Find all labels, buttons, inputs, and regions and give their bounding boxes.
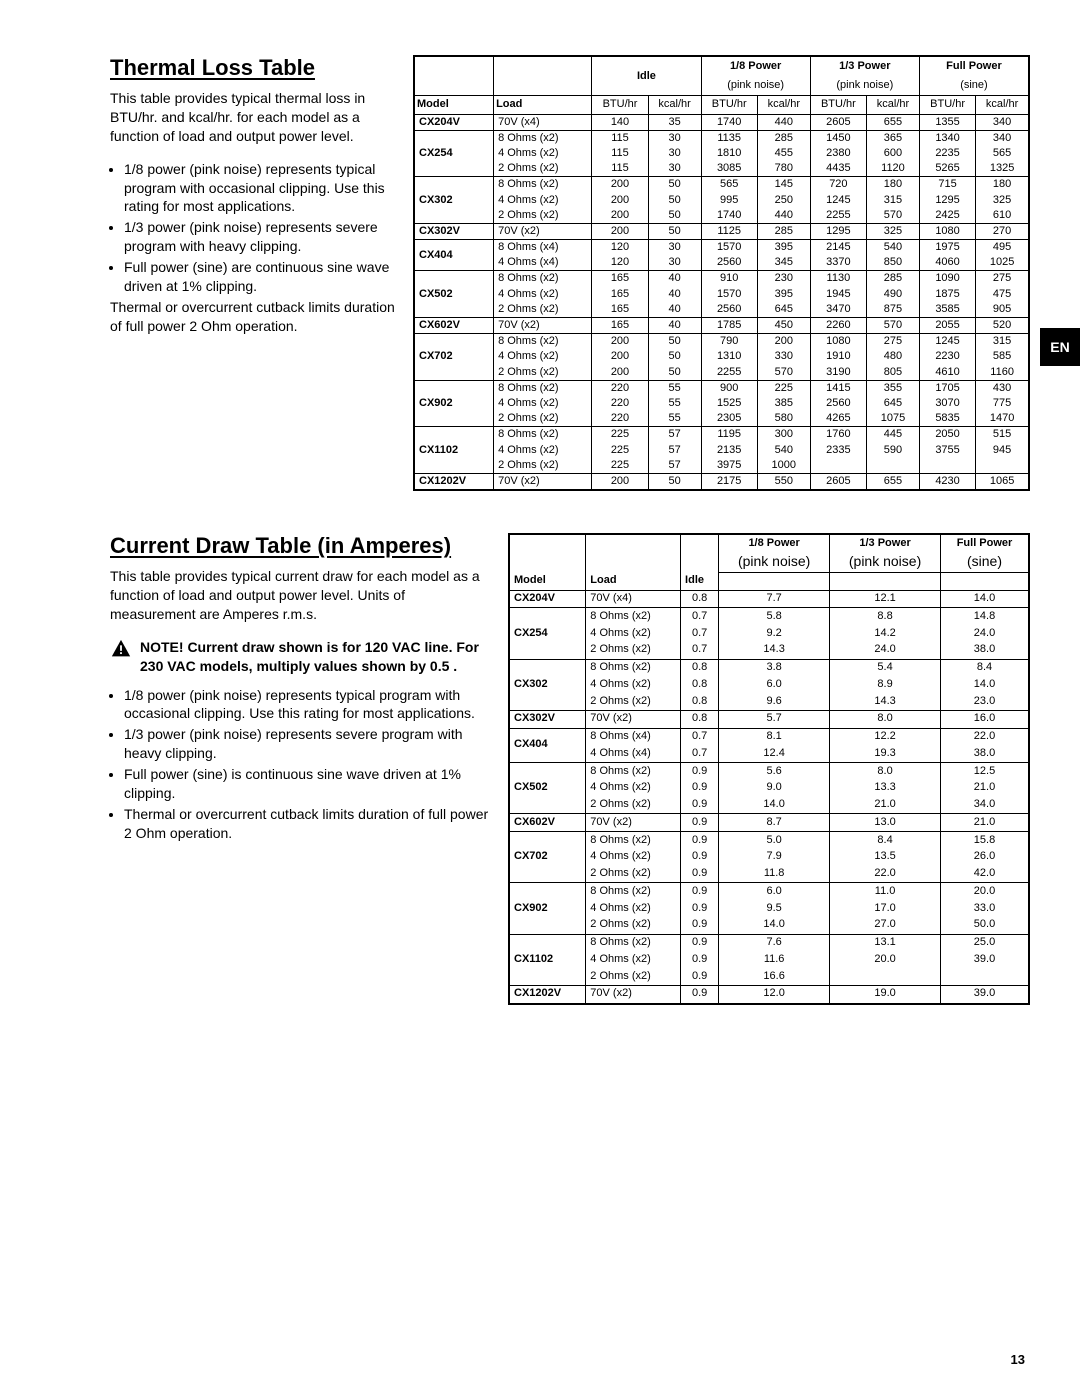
table-row: 4 Ohms (x2)22557213554023355903755945 [415,443,1028,458]
table-row: 2 Ohms (x2)2205523055804265107558351470 [415,411,1028,427]
current-note-text: NOTE! Current draw shown is for 120 VAC … [140,638,490,676]
table-row: CX5028 Ohms (x2)0.95.68.012.5 [510,763,1028,780]
bullet-item: Thermal or overcurrent cutback limits du… [124,805,490,843]
table-row: 4 Ohms (x2)0.99.517.033.0 [510,900,1028,917]
table-row: CX204V70V (x4)14035174044026056551355340 [415,114,1028,130]
current-table-wrap: 1/8 Power 1/3 Power Full Power (pink noi… [508,533,1030,1005]
table-row: CX7028 Ohms (x2)0.95.08.415.8 [510,832,1028,849]
table-row: 2 Ohms (x2)0.911.822.042.0 [510,866,1028,883]
table-row: 2 Ohms (x2)0.914.021.034.0 [510,797,1028,814]
table-row: 4 Ohms (x2)0.911.620.039.0 [510,951,1028,968]
bullet-item: 1/3 power (pink noise) represents severe… [124,725,490,763]
table-row: 4 Ohms (x4)120302560345337085040601025 [415,255,1028,271]
table-row: 4 Ohms (x2)20050131033019104802230585 [415,349,1028,364]
c-col-eighth: 1/8 Power [719,535,830,552]
table-row: 4 Ohms (x2)0.99.013.321.0 [510,780,1028,797]
thermal-bullets: 1/8 power (pink noise) represents typica… [110,160,395,296]
table-row: 2 Ohms (x2)2255739751000 [415,458,1028,474]
table-row: CX5028 Ohms (x2)165409102301130285109027… [415,271,1028,287]
table-row: 4 Ohms (x2)0.79.214.224.0 [510,625,1028,642]
table-row: CX3028 Ohms (x2)0.83.85.48.4 [510,659,1028,676]
table-row: CX7028 Ohms (x2)200507902001080275124531… [415,334,1028,350]
table-row: CX602V70V (x2)0.98.713.021.0 [510,814,1028,832]
table-row: CX4048 Ohms (x4)0.78.112.222.0 [510,728,1028,745]
table-row: 4 Ohms (x2)11530181045523806002235565 [415,146,1028,161]
warning-icon [110,638,132,660]
thermal-subnote: Thermal or overcurrent cutback limits du… [110,298,395,336]
page-number: 13 [1011,1352,1025,1367]
bullet-item: 1/3 power (pink noise) represents severe… [124,218,395,256]
table-row: CX302V70V (x2)0.85.78.016.0 [510,710,1028,728]
table-row: CX11028 Ohms (x2)0.97.613.125.0 [510,934,1028,951]
thermal-section: Thermal Loss Table This table provides t… [110,55,1030,491]
bullet-item: 1/8 power (pink noise) represents typica… [124,160,395,217]
thermal-table-wrap: Idle 1/8 Power 1/3 Power Full Power (pin… [413,55,1030,491]
table-row: 2 Ohms (x2)0.916.6 [510,968,1028,985]
col-full: Full Power [919,57,1028,76]
table-row: CX2548 Ohms (x2)115301135285145036513403… [415,130,1028,146]
thermal-table: Idle 1/8 Power 1/3 Power Full Power (pin… [415,57,1028,489]
bullet-item: 1/8 power (pink noise) represents typica… [124,686,490,724]
c-col-third: 1/3 Power [830,535,941,552]
table-row: 2 Ohms (x2)0.89.614.323.0 [510,693,1028,710]
table-row: 2 Ohms (x2)0.714.324.038.0 [510,642,1028,659]
page: EN 13 Thermal Loss Table This table prov… [0,0,1080,1397]
table-row: 4 Ohms (x2)0.97.913.526.0 [510,849,1028,866]
current-intro: This table provides typical current draw… [110,567,490,624]
table-row: CX3028 Ohms (x2)20050565145720180715180 [415,177,1028,193]
table-row: 2 Ohms (x2)16540256064534708753585905 [415,302,1028,318]
col-full-sub: (sine) [919,76,1028,96]
table-row: CX2548 Ohms (x2)0.75.88.814.8 [510,608,1028,625]
thermal-intro: This table provides typical thermal loss… [110,89,395,146]
col-eighth-sub: (pink noise) [701,76,810,96]
table-row: CX302V70V (x2)20050112528512953251080270 [415,223,1028,239]
current-title: Current Draw Table (in Amperes) [110,533,490,559]
col-third: 1/3 Power [810,57,919,76]
table-row: CX9028 Ohms (x2)220559002251415355170543… [415,380,1028,396]
table-row: 2 Ohms (x2)1153030857804435112052651325 [415,161,1028,177]
table-row: 4 Ohms (x2)0.86.08.914.0 [510,676,1028,693]
col-eighth: 1/8 Power [701,57,810,76]
table-row: CX4048 Ohms (x4)120301570395214554019754… [415,240,1028,256]
table-row: CX1202V70V (x2)2005021755502605655423010… [415,473,1028,489]
table-row: 4 Ohms (x2)22055152538525606453070775 [415,396,1028,411]
table-row: 2 Ohms (x2)0.914.027.050.0 [510,917,1028,934]
current-note-row: NOTE! Current draw shown is for 120 VAC … [110,638,490,676]
current-bullets: 1/8 power (pink noise) represents typica… [110,686,490,843]
col-third-sub: (pink noise) [810,76,919,96]
table-row: 4 Ohms (x2)2005099525012453151295325 [415,193,1028,208]
table-row: CX602V70V (x2)16540178545022605702055520 [415,318,1028,334]
table-row: 4 Ohms (x4)0.712.419.338.0 [510,745,1028,762]
thermal-title: Thermal Loss Table [110,55,395,81]
current-table: 1/8 Power 1/3 Power Full Power (pink noi… [510,535,1028,1003]
table-row: 2 Ohms (x2)200502255570319080546101160 [415,365,1028,381]
table-row: CX11028 Ohms (x2)22557119530017604452050… [415,427,1028,443]
language-tab: EN [1040,328,1080,366]
bullet-item: Full power (sine) is continuous sine wav… [124,765,490,803]
table-row: CX204V70V (x4)0.87.712.114.0 [510,590,1028,608]
bullet-item: Full power (sine) are continuous sine wa… [124,258,395,296]
table-row: CX1202V70V (x2)0.912.019.039.0 [510,985,1028,1002]
c-col-full: Full Power [941,535,1028,552]
col-idle: Idle [592,57,701,96]
current-section: Current Draw Table (in Amperes) This tab… [110,533,1030,1005]
table-row: CX9028 Ohms (x2)0.96.011.020.0 [510,883,1028,900]
table-row: 4 Ohms (x2)16540157039519454901875475 [415,287,1028,302]
table-row: 2 Ohms (x2)20050174044022555702425610 [415,208,1028,224]
